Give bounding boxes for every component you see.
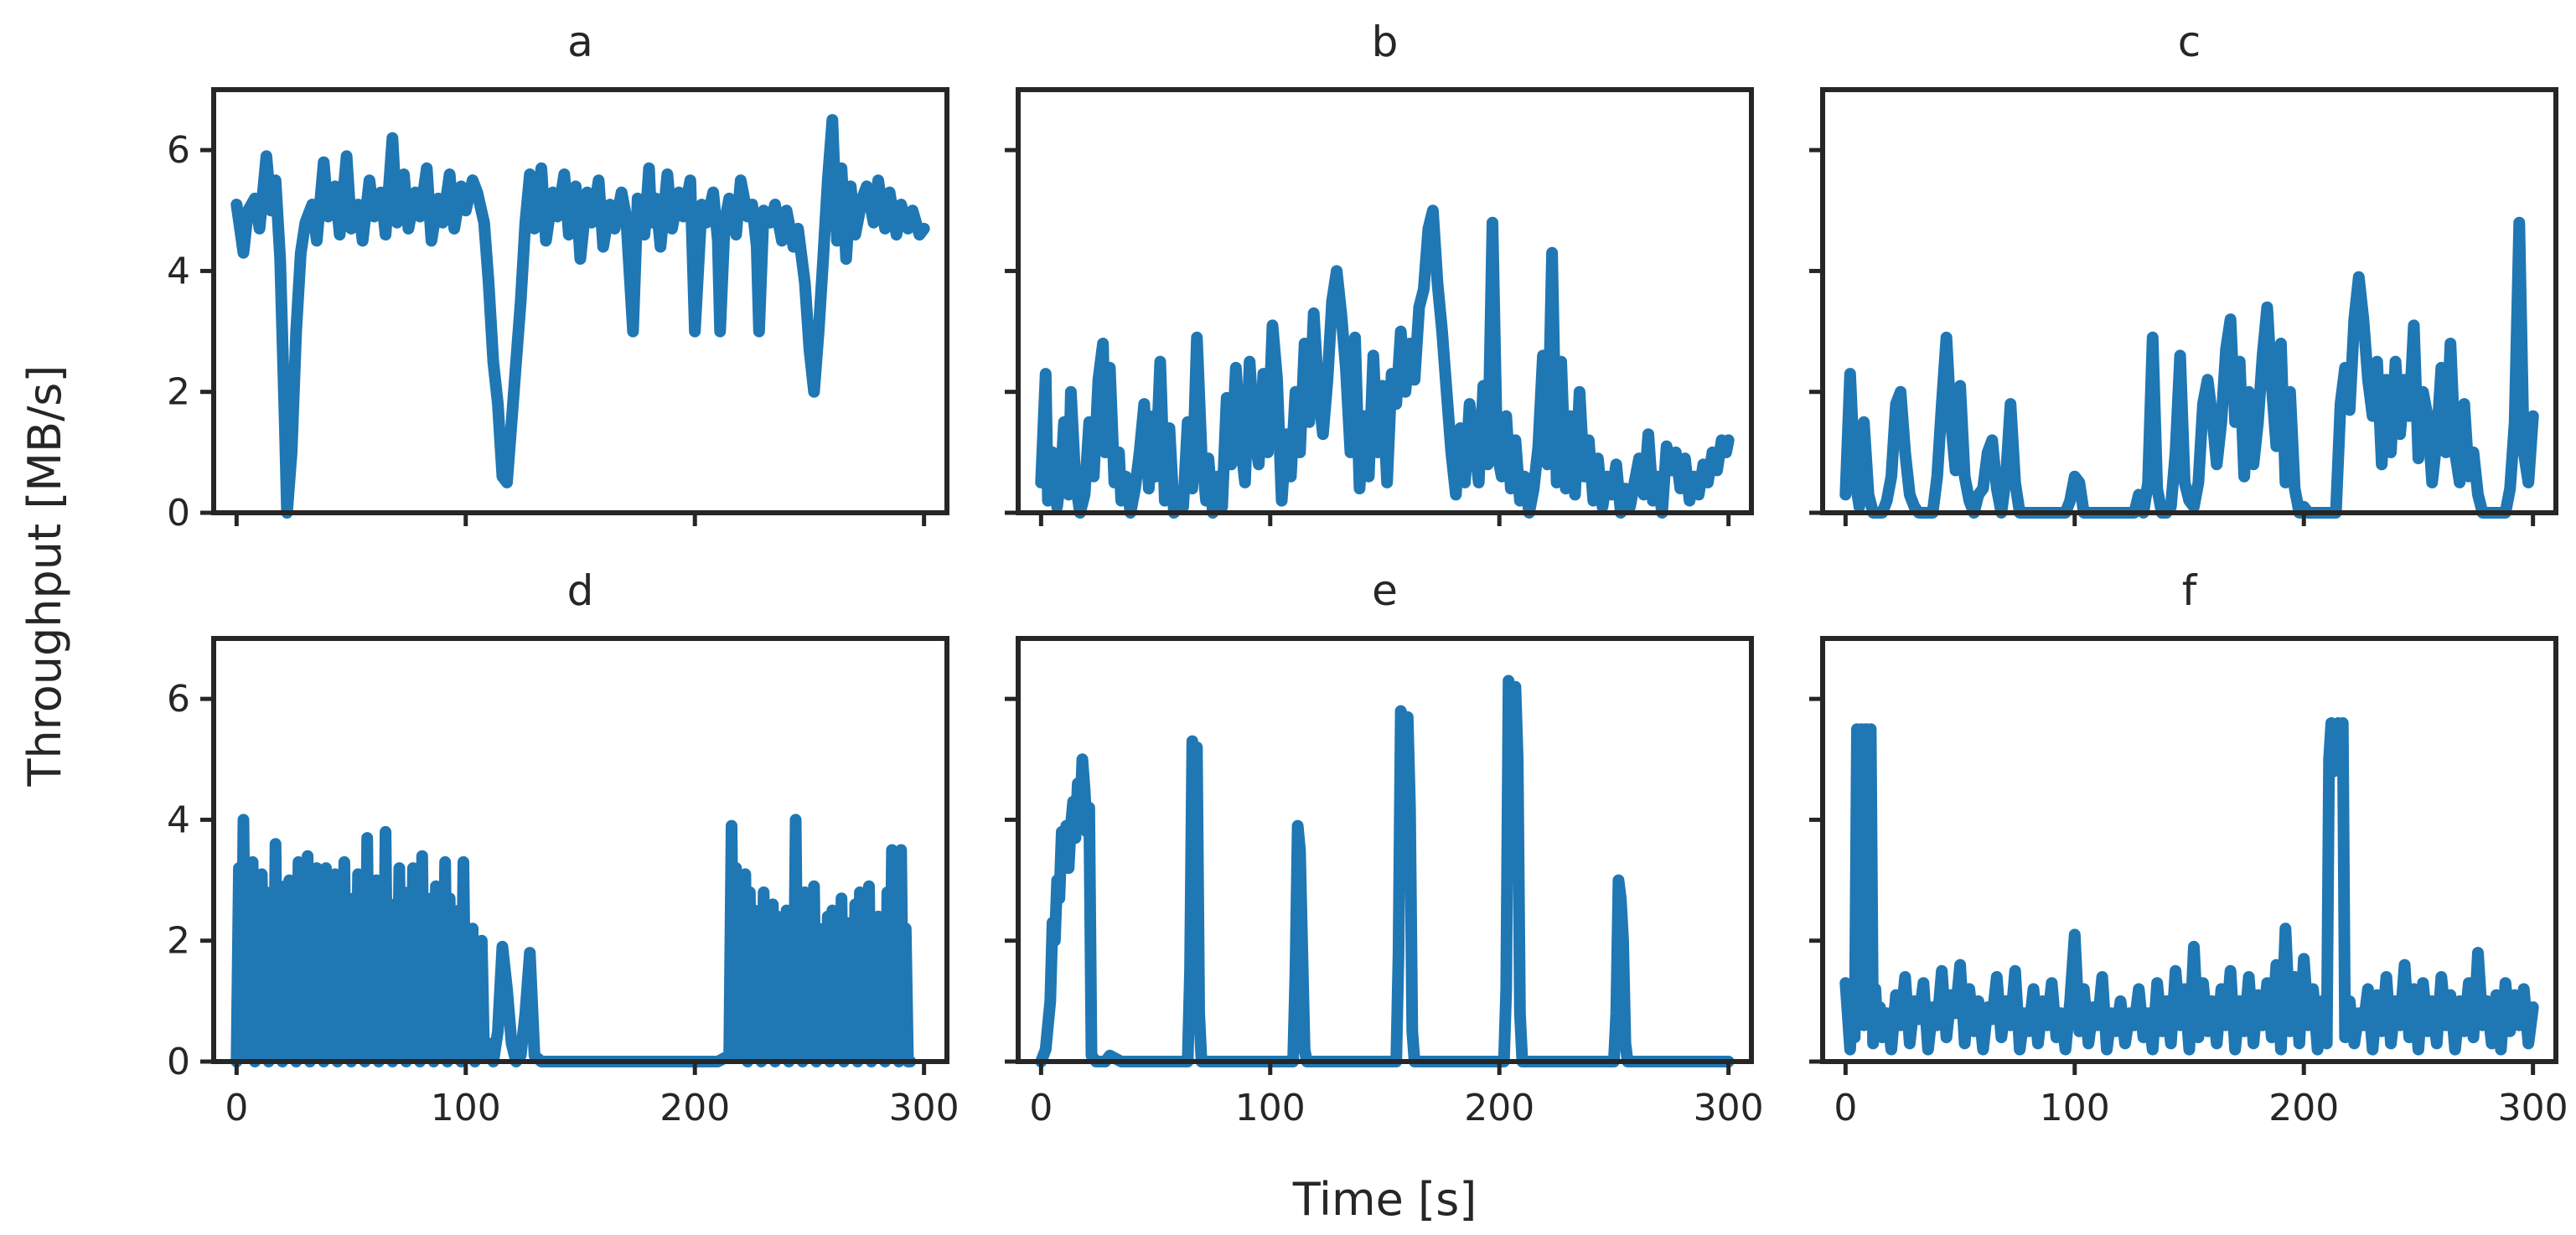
x-tick-label: 300 [2498,1087,2568,1129]
y-tick-label: 4 [167,250,190,292]
x-tick-label: 0 [225,1087,248,1129]
x-tick-label: 100 [1235,1087,1306,1129]
series-line-c [1839,216,2539,519]
y-tick-label: 0 [167,492,190,535]
panel-f: f 0 100 200 300 [1809,566,2568,1129]
x-tick-label: 300 [889,1087,960,1129]
series-line-e [1035,674,1735,1067]
panel-title: d [567,566,594,615]
x-tick-label: 100 [431,1087,501,1129]
plot-frame [1820,87,2558,515]
series-line-a [230,114,930,519]
plot-frame [211,87,949,515]
x-axis-label: Time [s] [1292,1173,1477,1226]
series-line-d [230,814,917,1067]
x-tick-label: 0 [1834,1087,1857,1129]
panel-a: a 0 2 4 6 [167,18,949,535]
panel-d: d 0 2 4 6 0 100 200 300 [167,566,960,1129]
x-tick-label: 200 [660,1087,730,1129]
panel-title: a [567,18,593,66]
panel-title: e [1372,566,1398,615]
panel-title: c [2178,18,2201,66]
y-axis-label: Throughput [MB/s] [18,365,71,788]
series-line-f [1839,717,2539,1056]
x-tick-label: 100 [2040,1087,2110,1129]
x-tick-label: 200 [2268,1087,2339,1129]
y-tick-label: 6 [167,678,190,721]
panel-e: e 0 100 200 300 [1005,566,1764,1129]
plot-frame [1016,636,1754,1064]
panel-title: f [2182,566,2198,615]
plot-frame [1016,87,1754,515]
y-tick-label: 0 [167,1041,190,1083]
x-tick-label: 0 [1029,1087,1053,1129]
plot-frame [1820,636,2558,1064]
y-tick-label: 4 [167,798,190,841]
x-tick-label: 300 [1694,1087,1764,1129]
x-tick-label: 200 [1464,1087,1534,1129]
y-tick-label: 2 [167,371,190,414]
panel-c: c [1809,18,2558,526]
panel-b: b [1005,18,1754,526]
plot-frame [211,636,949,1064]
panel-title: b [1372,18,1399,66]
y-tick-label: 2 [167,920,190,963]
y-tick-label: 6 [167,129,190,172]
series-line-b [1035,204,1735,519]
